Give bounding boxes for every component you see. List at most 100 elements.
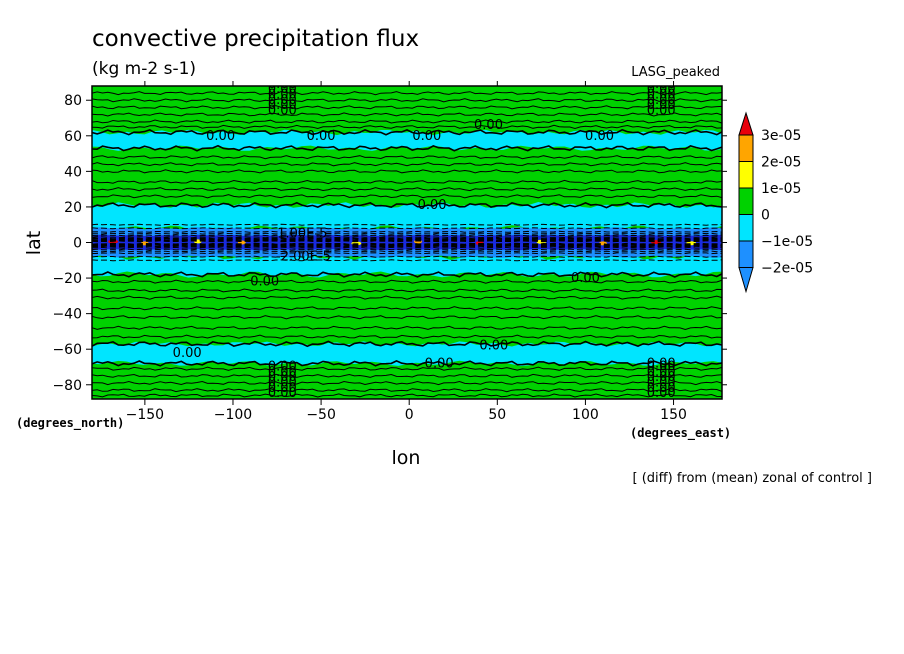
colorbar-label: 0 xyxy=(761,208,770,224)
contour-line xyxy=(92,288,722,293)
y-axis-unit: (degrees_north) xyxy=(16,416,124,431)
contour-label: 0.00 xyxy=(268,87,297,102)
contour-label: 0.00 xyxy=(307,129,336,144)
contour-label: 0.00 xyxy=(268,370,297,385)
colorbar-segment xyxy=(738,161,754,189)
contour-label: 0.00 xyxy=(206,129,235,144)
contour-line xyxy=(92,91,722,96)
contour-label: 0.00 xyxy=(268,386,297,401)
negative-contour-line xyxy=(92,232,722,235)
negative-contour-line xyxy=(92,242,722,246)
contour-line xyxy=(92,366,722,371)
colorbar-segment xyxy=(738,134,754,162)
contour-label: 0.00 xyxy=(479,339,508,354)
x-tick-label: 0 xyxy=(405,407,414,423)
contour-label: 0.00 xyxy=(474,118,503,133)
zero-contour-line xyxy=(92,144,722,152)
y-tick-label: −40 xyxy=(52,307,82,323)
negative-contour-line xyxy=(92,234,722,237)
colorbar-segment xyxy=(738,187,754,215)
contour-label: 0.00 xyxy=(647,87,676,102)
contour-line xyxy=(92,393,722,398)
band-south-negative xyxy=(92,341,722,366)
contour-line xyxy=(92,279,722,284)
contour-label: 0.00 xyxy=(268,82,297,97)
x-tick-label: −150 xyxy=(126,407,164,423)
contour-label: 0.00 xyxy=(268,103,297,118)
contour-label: -2.00E-5 xyxy=(276,250,331,265)
contour-label: 0.00 xyxy=(647,386,676,401)
contour-line xyxy=(92,112,722,117)
contour-label: 0.00 xyxy=(647,82,676,97)
band-north-tropics-negative xyxy=(92,202,722,232)
contour-line xyxy=(92,119,722,124)
zero-contour-line xyxy=(92,201,722,209)
experiment-label: LASG_peaked xyxy=(631,65,720,80)
contour-label-layer: 0.00 0.00 0.00 0.00 0.00 0.00 0.00 0.00 0.00 0.00… xyxy=(173,118,676,371)
zero-contour-line xyxy=(92,271,722,278)
x-tick-label: −50 xyxy=(306,407,336,423)
y-tick-label: −60 xyxy=(52,342,82,358)
colorbar: 3e-05 2e-05 1e-05 0 −1e-05 −2e-05 xyxy=(738,111,813,294)
contour-line xyxy=(92,380,722,386)
contour-label: 0.00 xyxy=(647,77,676,92)
negative-contour-line xyxy=(92,237,722,241)
negative-contour-line xyxy=(92,246,722,249)
contour-line xyxy=(92,179,722,185)
y-tick-label: −20 xyxy=(52,271,82,287)
negative-contour-line xyxy=(92,239,722,243)
contour-label: -1.00E-5 xyxy=(273,227,328,242)
contour-line xyxy=(92,105,722,110)
x-tick-label: 150 xyxy=(660,407,687,423)
contour-label: 0.00 xyxy=(647,356,676,371)
colorbar-label: 2e-05 xyxy=(761,155,801,171)
contour-label: 0.00 xyxy=(647,360,676,375)
x-axis-label: lon xyxy=(392,447,421,469)
x-tick-label: 50 xyxy=(488,407,506,423)
contour-line xyxy=(92,315,722,320)
contour-line xyxy=(92,98,722,103)
x-tick-label: −100 xyxy=(214,407,252,423)
negative-contour-line xyxy=(92,227,722,230)
contour-line xyxy=(92,187,722,192)
colorbar-label: 1e-05 xyxy=(761,181,801,197)
contour-label: 0.00 xyxy=(647,370,676,385)
y-tick-label: 60 xyxy=(64,129,82,145)
zero-contour-line xyxy=(92,360,722,367)
chart-title: convective precipitation flux xyxy=(92,26,419,52)
contour-line xyxy=(92,295,722,300)
contour-line xyxy=(92,155,722,160)
negative-contour-line xyxy=(92,259,722,262)
contour-line xyxy=(92,388,722,393)
contour-line xyxy=(92,334,722,339)
negative-contour-line xyxy=(92,244,722,248)
y-tick-label: 40 xyxy=(64,164,82,180)
contour-line xyxy=(92,162,722,167)
x-axis: −150 −100 −50 0 50 100 150 xyxy=(126,81,687,423)
contour-label: 0.00 xyxy=(585,129,614,144)
colorbar-segment xyxy=(738,240,754,268)
negative-contour-line xyxy=(92,255,722,258)
contour-label: 0.00 xyxy=(647,365,676,380)
colorbar-segment xyxy=(738,214,754,242)
chart-subtitle: (kg m-2 s-1) xyxy=(92,59,196,79)
contour-label: 0.00 xyxy=(647,381,676,396)
negative-contour-line xyxy=(92,248,722,251)
zero-contour-line xyxy=(92,340,722,348)
contour-label: 0.00 xyxy=(418,198,447,213)
contour-label: 0.00 xyxy=(268,77,297,92)
y-axis: −80 −60 −40 −20 0 20 40 60 80 xyxy=(52,93,727,394)
contour-label: 0.00 xyxy=(425,356,454,371)
contour-label: 0.00 xyxy=(268,93,297,108)
x-tick-label: 100 xyxy=(572,407,599,423)
negative-contour-line xyxy=(92,250,722,253)
contour-label: 0.00 xyxy=(268,98,297,113)
negative-contour-line xyxy=(92,236,722,239)
contour-label: 0.00 xyxy=(268,381,297,396)
colorbar-over-arrow xyxy=(738,111,754,136)
contour-label: 0.00 xyxy=(268,365,297,380)
contour-label: 0.00 xyxy=(173,346,202,361)
colorbar-label: −2e-05 xyxy=(761,261,813,277)
contour-line xyxy=(92,325,722,331)
